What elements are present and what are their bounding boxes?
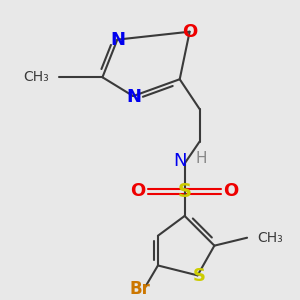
Text: CH₃: CH₃ — [257, 231, 283, 245]
Text: CH₃: CH₃ — [23, 70, 49, 84]
Text: N: N — [127, 88, 142, 106]
Text: O: O — [130, 182, 146, 200]
Text: S: S — [193, 267, 206, 285]
Text: S: S — [178, 182, 192, 201]
Text: N: N — [173, 152, 187, 170]
Text: N: N — [111, 31, 126, 49]
Text: H: H — [196, 151, 207, 166]
Text: Br: Br — [130, 280, 151, 298]
Text: O: O — [182, 23, 197, 41]
Text: O: O — [224, 182, 239, 200]
